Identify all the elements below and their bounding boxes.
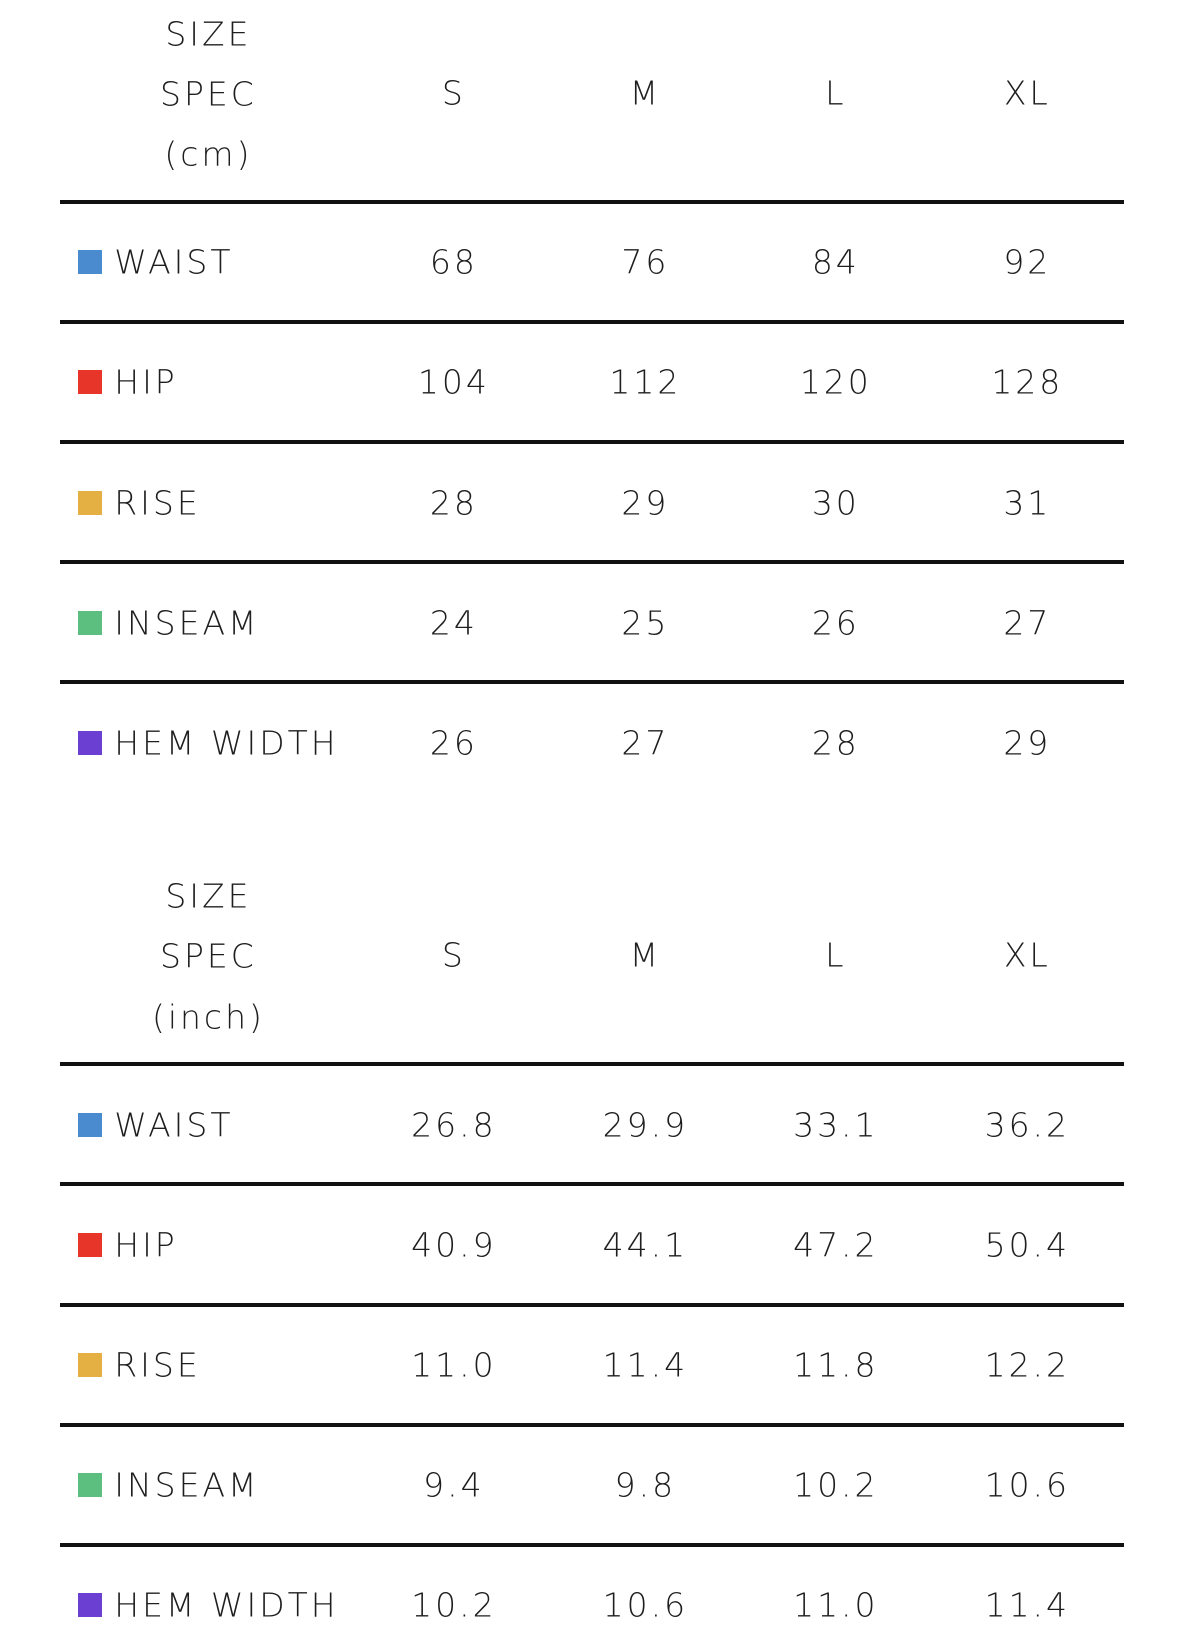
cell-value: 28	[429, 483, 478, 523]
row-label: HIP	[114, 362, 178, 402]
cell-value: 33.1	[793, 1105, 879, 1145]
color-swatch	[78, 370, 103, 395]
row-divider	[60, 1302, 1124, 1307]
row-label: RISE	[114, 1345, 201, 1385]
cell-value: 92	[1003, 242, 1052, 282]
size-header: L	[825, 73, 847, 113]
size-header: L	[825, 935, 847, 975]
color-swatch	[78, 1112, 103, 1137]
cell-value: 44.1	[602, 1225, 689, 1265]
size-header: M	[629, 73, 662, 113]
row-divider	[60, 1062, 1124, 1067]
size-header: S	[441, 73, 466, 113]
cell-value: 26	[811, 603, 860, 643]
cell-value: 10.6	[984, 1465, 1071, 1505]
row-divider	[60, 440, 1124, 445]
cell-value: 28	[811, 723, 860, 763]
cell-value: 29	[621, 483, 670, 523]
cell-value: 31	[1003, 483, 1052, 523]
row-divider	[60, 1182, 1124, 1187]
row-divider	[60, 1542, 1124, 1547]
row-label: WAIST	[114, 1105, 234, 1145]
header-label: SPEC	[160, 936, 257, 976]
row-label: HEM WIDTH	[114, 1585, 339, 1625]
cell-value: 40.9	[411, 1225, 497, 1265]
cell-value: 24	[429, 603, 478, 643]
color-swatch	[78, 1352, 103, 1377]
size-header: XL	[1003, 73, 1051, 113]
cell-value: 10.6	[602, 1585, 689, 1625]
cell-value: 50.4	[984, 1225, 1071, 1265]
cell-value: 26	[429, 723, 478, 763]
cell-value: 11.0	[793, 1585, 879, 1625]
size-header: S	[441, 935, 466, 975]
header-label: (inch)	[151, 997, 265, 1037]
cell-value: 27	[621, 723, 670, 763]
color-swatch	[78, 730, 103, 755]
cell-value: 11.4	[602, 1345, 689, 1385]
row-divider	[60, 680, 1124, 685]
cell-value: 68	[429, 242, 478, 282]
header-label: SIZE	[165, 876, 252, 916]
color-swatch	[78, 610, 103, 635]
color-swatch	[78, 250, 103, 275]
cell-value: 29.9	[602, 1105, 689, 1145]
cell-value: 27	[1003, 603, 1052, 643]
cell-value: 76	[621, 242, 670, 282]
cell-value: 128	[991, 362, 1064, 402]
cell-value: 104	[417, 362, 490, 402]
row-label: RISE	[114, 483, 201, 523]
cell-value: 9.8	[614, 1465, 677, 1505]
color-swatch	[78, 1232, 103, 1257]
row-divider	[60, 200, 1124, 205]
color-swatch	[78, 1592, 103, 1617]
cell-value: 47.2	[793, 1225, 879, 1265]
cell-value: 30	[811, 483, 860, 523]
row-label: INSEAM	[114, 1465, 260, 1505]
size-header: XL	[1003, 935, 1051, 975]
cell-value: 11.0	[411, 1345, 497, 1385]
header-label: SPEC	[160, 74, 257, 114]
color-swatch	[78, 1472, 103, 1497]
row-divider	[60, 1422, 1124, 1427]
row-label: WAIST	[114, 242, 234, 282]
cell-value: 26.8	[411, 1105, 497, 1145]
row-label: INSEAM	[114, 603, 260, 643]
cell-value: 11.4	[984, 1585, 1071, 1625]
row-label: HIP	[114, 1225, 178, 1265]
cell-value: 112	[609, 362, 682, 402]
cell-value: 84	[811, 242, 860, 282]
size-header: M	[629, 935, 662, 975]
color-swatch	[78, 490, 103, 515]
header-label: (cm)	[164, 134, 253, 174]
header-label: SIZE	[165, 14, 252, 54]
cell-value: 36.2	[984, 1105, 1071, 1145]
cell-value: 11.8	[793, 1345, 879, 1385]
row-divider	[60, 320, 1124, 325]
row-label: HEM WIDTH	[114, 723, 339, 763]
cell-value: 9.4	[423, 1465, 485, 1505]
cell-value: 120	[799, 362, 872, 402]
cell-value: 10.2	[411, 1585, 497, 1625]
cell-value: 25	[621, 603, 670, 643]
cell-value: 12.2	[984, 1345, 1071, 1385]
row-divider	[60, 560, 1124, 565]
cell-value: 10.2	[793, 1465, 879, 1505]
cell-value: 29	[1003, 723, 1052, 763]
